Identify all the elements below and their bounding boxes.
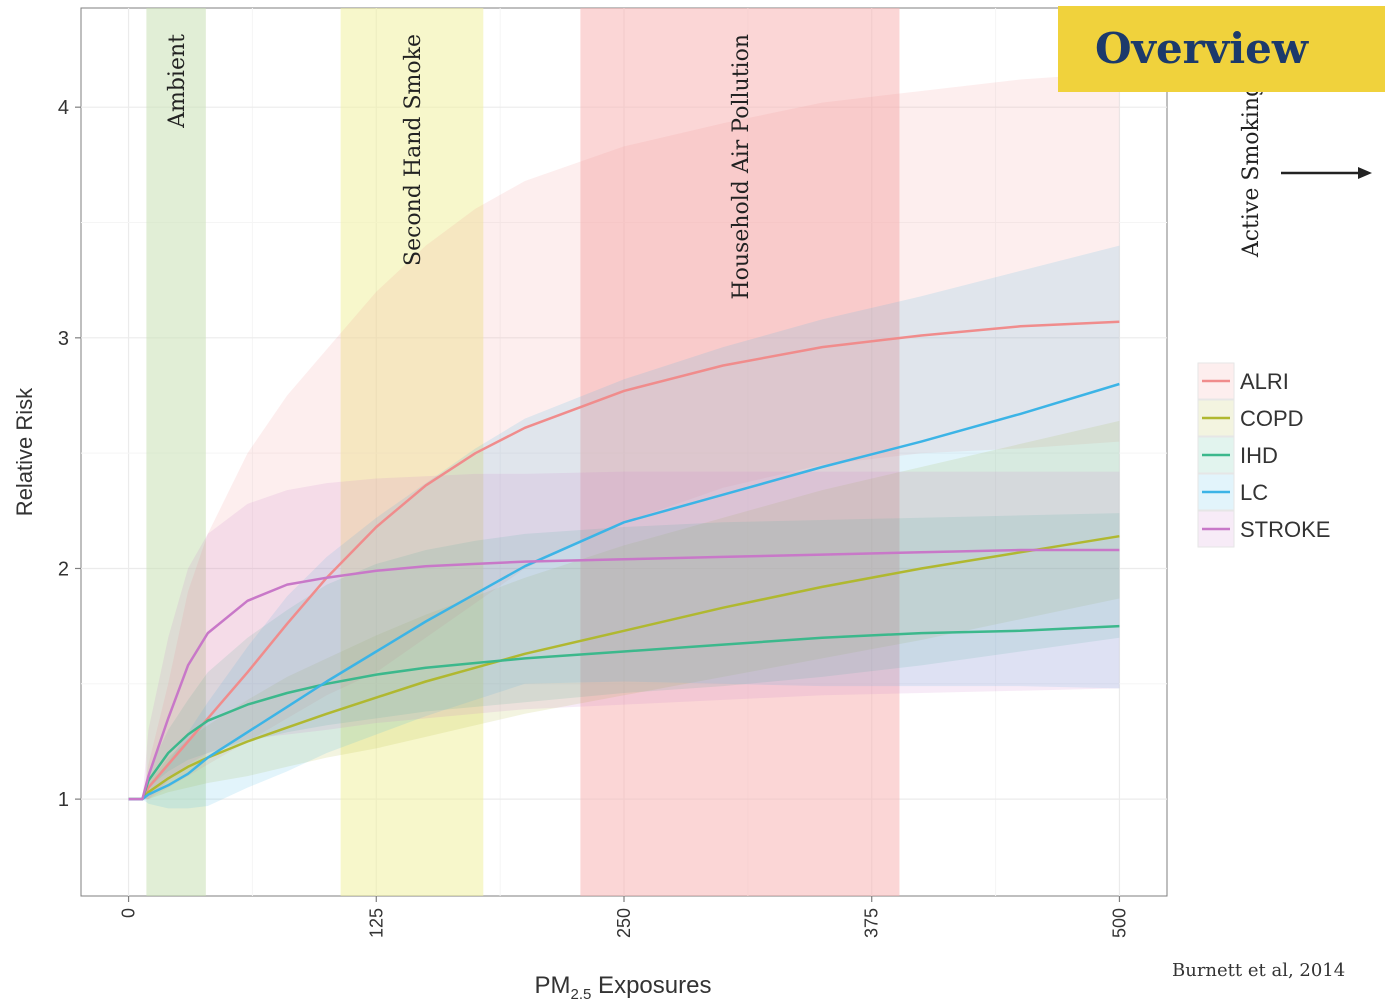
x-tick-label: 500: [1109, 908, 1129, 938]
y-tick-label: 4: [58, 97, 69, 119]
region-label: Second Hand Smoke: [401, 34, 426, 266]
x-axis-label: PM2.5 Exposures: [535, 972, 712, 1002]
region-band: [340, 8, 484, 896]
x-axis-label-suffix: Exposures: [591, 972, 711, 999]
region-labels: Ambient Second Hand Smoke Household Air Po…: [165, 34, 754, 300]
x-tick-label: 0: [119, 908, 139, 918]
legend-label: COPD: [1240, 406, 1304, 431]
y-tick-label: 2: [58, 558, 69, 580]
x-tick-label: 250: [614, 908, 634, 938]
band-alri: [128, 72, 1120, 800]
x-axis-label-main: PM: [535, 972, 571, 999]
active-smoking-label: Active Smoking: [1239, 83, 1264, 258]
legend-item-alri: ALRI: [1197, 362, 1289, 400]
overview-badge: Overview: [1058, 6, 1385, 92]
legend-label: STROKE: [1240, 517, 1330, 542]
exposure-regions: [146, 8, 900, 896]
legend-item-lc: LC: [1197, 473, 1268, 511]
band-ihd: [128, 513, 1120, 800]
x-axis-label-subscript: 2.5: [571, 986, 592, 1002]
line-copd: [128, 534, 1120, 801]
line-stroke: [128, 548, 1120, 801]
legend-item-copd: COPD: [1197, 399, 1304, 437]
y-tick-label: 1: [58, 789, 69, 811]
source-citation: Burnett et al, 2014: [1172, 960, 1346, 981]
region-label: Ambient: [165, 34, 190, 129]
legend-item-ihd: IHD: [1197, 436, 1278, 474]
y-axis-label: Relative Risk: [12, 387, 37, 516]
line-lc: [128, 382, 1120, 801]
active-smoking-arrow-icon: [1281, 167, 1372, 179]
x-tick-label: 125: [366, 908, 386, 938]
band-lc: [128, 245, 1120, 809]
series-lines: [128, 320, 1120, 801]
region-label: Household Air Pollution: [729, 34, 754, 300]
legend-label: LC: [1240, 480, 1268, 505]
x-tick-label: 375: [862, 908, 882, 938]
axis-ticks: 0 125 250 375 500 1 2 3 4: [58, 97, 1130, 938]
legend-label: IHD: [1240, 443, 1278, 468]
legend: ALRI COPD IHD LC STROKE: [1197, 362, 1330, 548]
region-band: [580, 8, 900, 896]
legend-item-stroke: STROKE: [1197, 510, 1330, 548]
y-tick-label: 3: [58, 328, 69, 350]
line-alri: [128, 320, 1120, 801]
confidence-bands: [128, 72, 1120, 809]
region-band: [146, 8, 206, 896]
legend-label: ALRI: [1240, 369, 1289, 394]
line-ihd: [128, 624, 1120, 801]
band-copd: [128, 420, 1120, 800]
